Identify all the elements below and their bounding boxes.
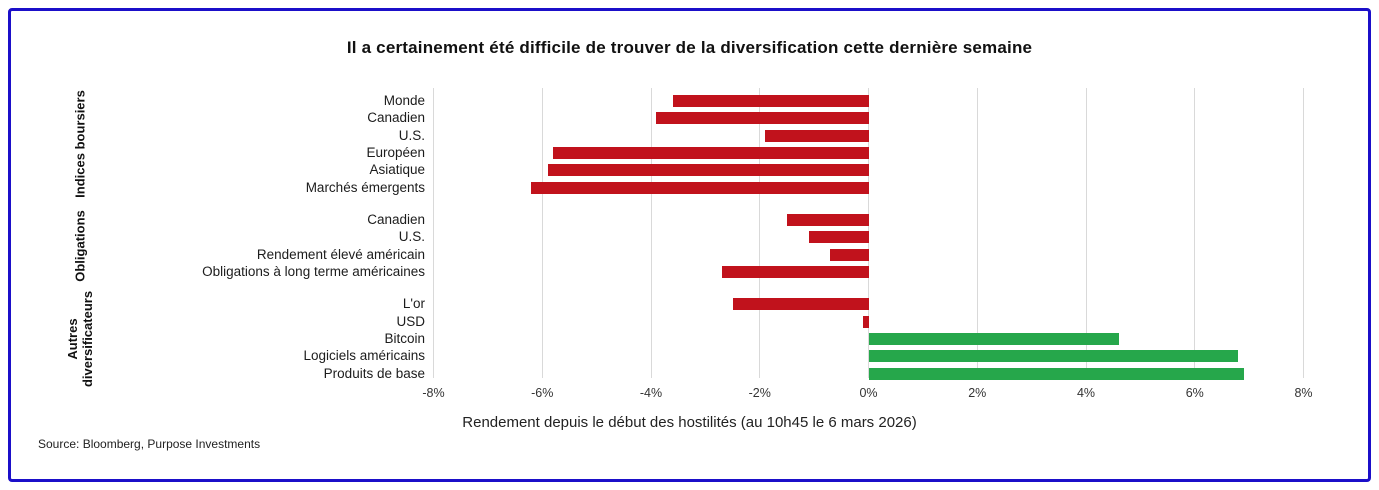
bar-canadien: [786, 214, 869, 227]
gridline--4: [650, 88, 652, 378]
bar-u-s: [765, 129, 869, 142]
category-label-canadien: Canadien: [367, 212, 425, 228]
category-label-rendement-lev-am-ricain: Rendement élevé américain: [256, 246, 425, 262]
gridline-4: [1085, 88, 1087, 378]
bar-obligations-long-terme-am-ricaines: [721, 266, 869, 279]
bar-canadien: [656, 112, 869, 125]
chart-title: Il a certainement été difficile de trouv…: [346, 38, 1033, 57]
category-label-u-s: U.S.: [398, 127, 425, 143]
group-label-autres-diversificateurs: Autres diversificateurs: [65, 291, 95, 388]
category-label-march-s-mergents: Marchés émergents: [305, 179, 425, 195]
category-label-produits-de-base: Produits de base: [323, 365, 425, 381]
bar-bitcoin: [868, 333, 1119, 346]
bar-march-s-mergents: [531, 181, 869, 194]
gridline-0: [868, 88, 869, 378]
bar-rendement-lev-am-ricain: [830, 248, 869, 261]
category-label-bitcoin: Bitcoin: [384, 331, 425, 347]
category-label-usd: USD: [396, 313, 425, 329]
source-note: Source: Bloomberg, Purpose Investments: [38, 437, 261, 451]
category-label-canadien: Canadien: [367, 110, 425, 126]
x-tick-label: -6%: [531, 386, 554, 400]
bar-europ-en: [553, 147, 869, 160]
group-label-obligations: Obligations: [72, 210, 88, 282]
category-label-logiciels-am-ricains: Logiciels américains: [303, 348, 425, 364]
x-tick-label: -2%: [748, 386, 771, 400]
bar-produits-de-base: [868, 367, 1244, 380]
bar-usd: [863, 315, 869, 328]
gridline--6: [541, 88, 543, 378]
bar-l-or: [732, 298, 869, 311]
category-label-monde: Monde: [383, 93, 425, 108]
category-label-u-s: U.S.: [398, 229, 425, 245]
gridline-2: [976, 88, 978, 378]
x-tick-label: 2%: [968, 386, 987, 400]
gridline-6: [1194, 88, 1196, 378]
x-tick-label: 6%: [1185, 386, 1204, 400]
x-tick-label: 0%: [859, 386, 878, 400]
x-tick-label: 4%: [1076, 386, 1096, 400]
group-label-indices-boursiers: Indices boursiers: [72, 90, 88, 199]
x-tick-label: 8%: [1294, 386, 1313, 400]
x-axis-title: Rendement depuis le début des hostilités…: [462, 414, 917, 431]
category-label-l-or: L'or: [402, 296, 425, 312]
x-tick-label: -4%: [639, 386, 663, 400]
category-label-obligations-long-terme-am-ricaines: Obligations à long terme américaines: [202, 264, 425, 280]
bar-logiciels-am-ricains: [868, 350, 1239, 363]
bar-asiatique: [547, 164, 869, 177]
gridline-8: [1303, 88, 1304, 378]
gridline--8: [433, 88, 434, 378]
bar-u-s: [808, 231, 869, 244]
bar-monde: [672, 95, 869, 107]
x-tick-label: -8%: [422, 386, 445, 400]
category-label-asiatique: Asiatique: [369, 162, 425, 178]
gridline--2: [759, 88, 761, 378]
category-label-europ-en: Européen: [366, 145, 425, 161]
